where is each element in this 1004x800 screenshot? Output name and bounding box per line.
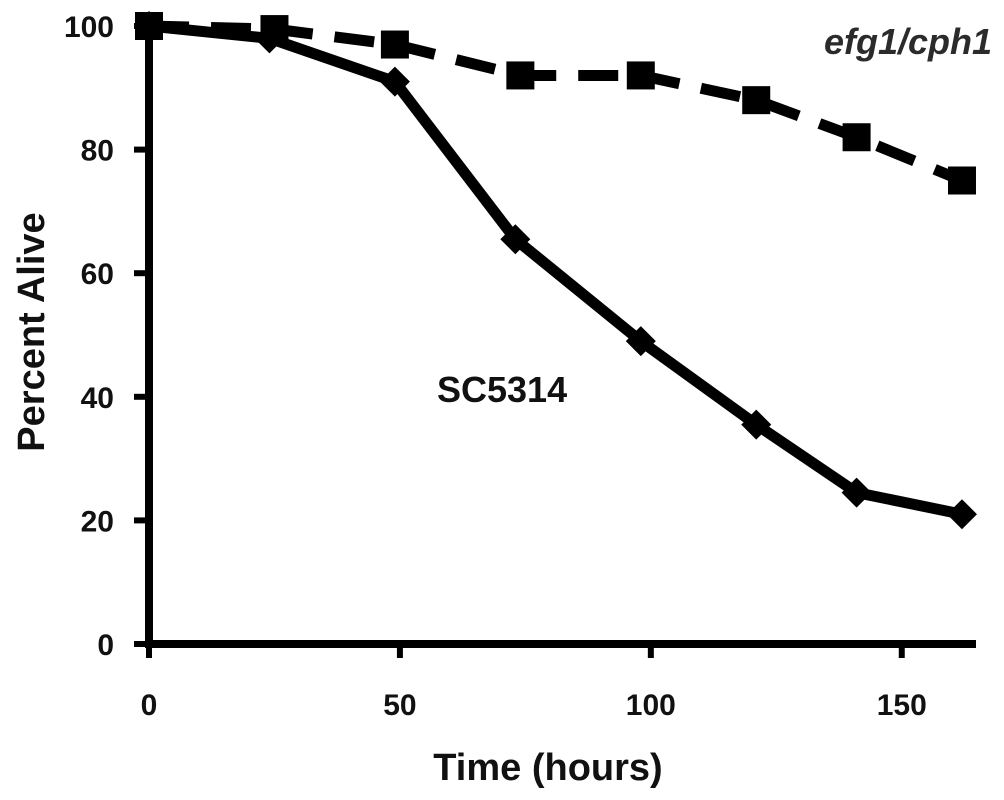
data-point-diamond — [379, 66, 410, 97]
data-point-diamond — [946, 499, 977, 530]
data-point-square — [842, 123, 871, 152]
y-tick-label: 80 — [81, 135, 114, 168]
x-tick-label: 0 — [141, 689, 158, 722]
series-layer — [134, 11, 977, 530]
series-line-sc5314 — [148, 20, 964, 520]
data-point-diamond — [134, 11, 164, 41]
data-point-diamond — [625, 326, 656, 357]
series-label-sc5314: SC5314 — [437, 369, 567, 410]
x-axis: 0 50 100 150 — [141, 640, 976, 722]
data-point-diamond — [741, 409, 772, 440]
series-line-efg1-cph1 — [148, 20, 965, 186]
x-tick-label: 150 — [877, 689, 927, 722]
y-tick-label: 100 — [64, 11, 114, 44]
y-tick-label: 20 — [81, 505, 114, 538]
y-tick-label: 60 — [81, 258, 114, 291]
x-axis-title: Time (hours) — [433, 747, 662, 789]
x-tick-label: 50 — [383, 689, 416, 722]
y-tick-label: 40 — [81, 382, 114, 415]
data-point-square — [742, 86, 771, 115]
data-point-diamond — [500, 224, 531, 255]
y-tick-label: 0 — [97, 629, 114, 662]
series-label-efg1-cph1: efg1/cph1 — [824, 21, 992, 62]
x-tick-label: 100 — [626, 689, 676, 722]
data-point-square — [947, 166, 976, 195]
y-axis: 0 20 40 60 80 100 — [64, 11, 153, 662]
data-point-diamond — [254, 23, 285, 54]
data-point-square — [506, 61, 535, 90]
y-axis-title: Percent Alive — [11, 212, 53, 451]
series-sc5314 — [134, 11, 977, 530]
data-point-square — [380, 30, 409, 59]
data-point-square — [626, 61, 655, 90]
data-point-diamond — [841, 477, 872, 508]
